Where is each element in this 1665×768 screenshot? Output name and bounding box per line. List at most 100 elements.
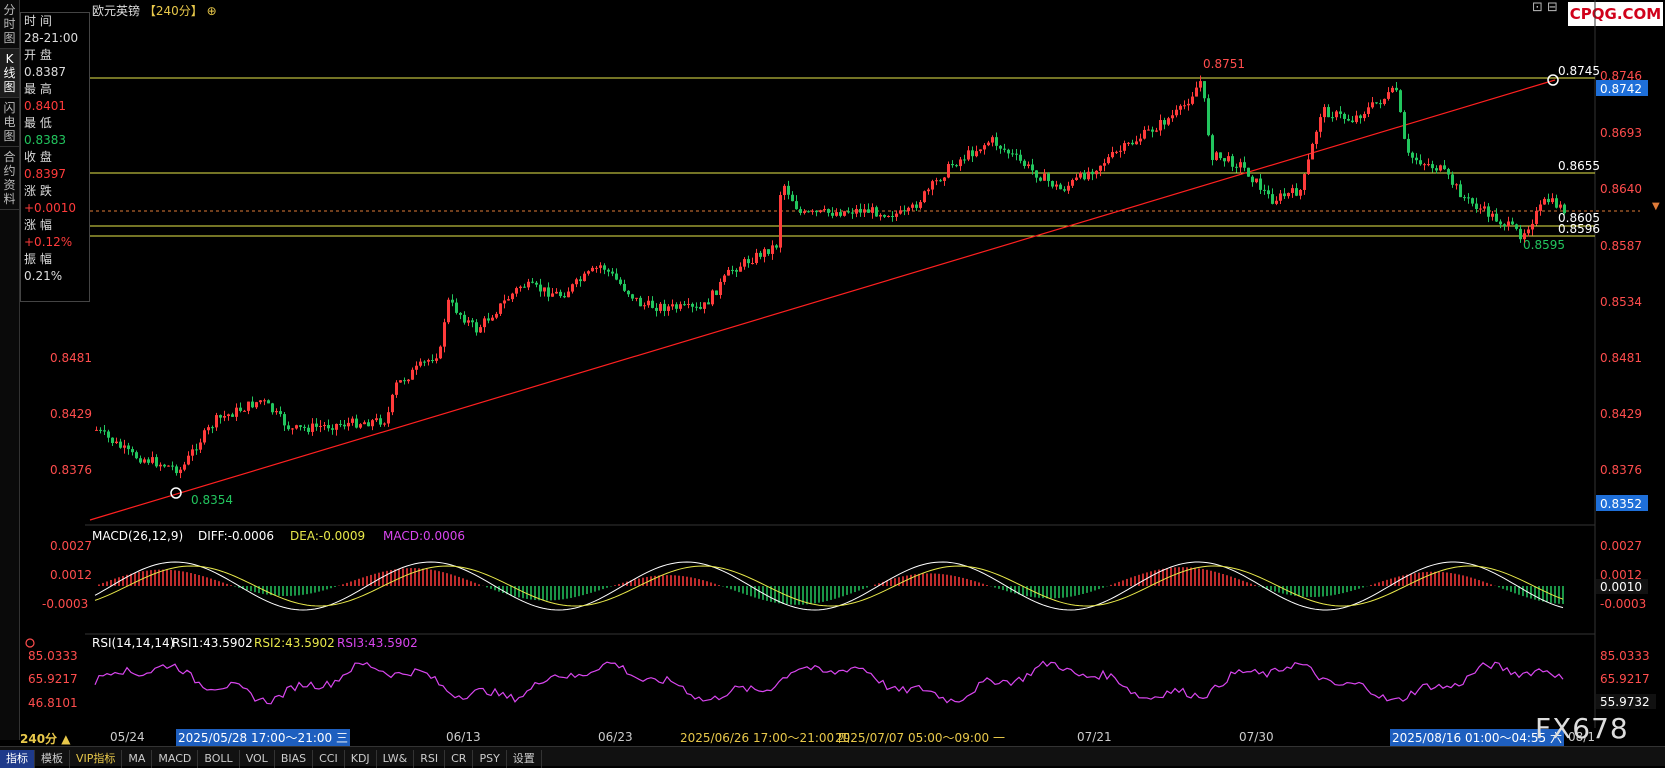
candle-body <box>635 297 638 299</box>
candle-body <box>1107 157 1110 164</box>
candle-body <box>1019 154 1022 161</box>
rsi-title: RSI(14,14,14) <box>92 636 174 650</box>
tab-cr[interactable]: CR <box>445 750 474 768</box>
candle-body <box>895 213 898 217</box>
tab-kdj[interactable]: KDJ <box>345 750 377 768</box>
tab-contract-info[interactable]: 合约资料 <box>0 147 19 210</box>
tab-lw[interactable]: LW& <box>377 750 415 768</box>
tab-settings[interactable]: 设置 <box>507 750 542 768</box>
candle-body <box>519 286 522 289</box>
candle-body <box>543 287 546 292</box>
candle-body <box>1095 170 1098 175</box>
tab-macd[interactable]: MACD <box>152 750 199 768</box>
trend-anchor <box>1547 74 1559 86</box>
candle-body <box>567 291 570 298</box>
rsi-1: RSI1:43.5902 <box>172 636 253 650</box>
candle-body <box>511 293 514 300</box>
period-selector[interactable]: 【240分】 <box>143 4 203 18</box>
candle-body <box>1415 157 1418 161</box>
price-axis: 0.8746 0.8693 0.8640 0.8587 0.8534 0.848… <box>1600 69 1642 477</box>
candle-body <box>755 252 758 264</box>
add-icon[interactable]: ⊕ <box>206 4 217 18</box>
candle-body <box>1447 169 1450 175</box>
candle-body <box>643 305 646 307</box>
tab-vol[interactable]: VOL <box>240 750 275 768</box>
high-value: 0.8401 <box>24 99 66 113</box>
tab-kline-chart[interactable]: K线图 <box>0 49 19 98</box>
macd-histogram <box>98 567 1564 605</box>
close-value: 0.8397 <box>24 167 66 181</box>
rsi-tick: 65.9217 <box>28 672 78 686</box>
candle-body <box>583 273 586 282</box>
tab-boll[interactable]: BOLL <box>198 750 240 768</box>
tab-indicator[interactable]: 指标 <box>0 750 35 768</box>
candle-body <box>407 379 410 382</box>
candle-body <box>131 449 134 453</box>
tab-cci[interactable]: CCI <box>313 750 345 768</box>
candle-body <box>639 297 642 307</box>
candle-body <box>351 418 354 423</box>
candle-body <box>1215 152 1218 160</box>
candle-body <box>867 209 870 213</box>
price-tick: 0.8429 <box>1600 407 1642 421</box>
candle-body <box>303 426 306 428</box>
candle-body <box>1367 107 1370 114</box>
candle-body <box>207 427 210 431</box>
price-tick: 0.8587 <box>1600 239 1642 253</box>
tab-time-chart[interactable]: 分时图 <box>0 0 19 49</box>
candle-body <box>1167 118 1170 125</box>
candle-body <box>1527 229 1530 234</box>
candle-body <box>1131 142 1134 145</box>
candle-body <box>307 427 310 432</box>
candle-body <box>1047 173 1050 182</box>
tab-template[interactable]: 模板 <box>35 750 70 768</box>
candle-body <box>491 317 494 321</box>
bottom-price-badge <box>1596 495 1648 511</box>
candle-body <box>1507 221 1510 227</box>
candle-body <box>1499 221 1502 225</box>
candle-body <box>1487 206 1490 217</box>
candle-body <box>1519 228 1522 240</box>
cursor-date: 2025/05/28 17:00～21:00 三 <box>176 729 350 746</box>
candle-body <box>1119 150 1122 152</box>
candle-body <box>1479 208 1482 210</box>
candle-body <box>1091 171 1094 175</box>
candle-body <box>1279 193 1282 201</box>
tab-flash-chart[interactable]: 闪电图 <box>0 98 19 147</box>
candle-body <box>727 269 730 276</box>
tab-vip-indicator[interactable]: VIP指标 <box>70 750 123 768</box>
candle-body <box>503 300 506 304</box>
rsi-settings-icon <box>25 638 35 648</box>
candle-body <box>1075 177 1078 181</box>
candle-body <box>783 185 786 196</box>
macd-tick: -0.0003 <box>1600 597 1646 611</box>
candle-body <box>671 304 674 307</box>
candle-body <box>715 290 718 295</box>
candle-body <box>1375 102 1378 104</box>
candle-body <box>239 407 242 411</box>
candle-body <box>563 296 566 298</box>
candle-body <box>711 290 714 305</box>
candle-body <box>1063 189 1066 191</box>
candle-body <box>311 423 314 432</box>
candle-body <box>1451 174 1454 185</box>
candle-body <box>1551 198 1554 203</box>
tab-psy[interactable]: PSY <box>473 750 507 768</box>
candle-body <box>1099 165 1102 171</box>
candle-body <box>791 194 794 202</box>
candle-body <box>887 215 890 217</box>
low-value: 0.8383 <box>24 133 66 147</box>
tab-rsi[interactable]: RSI <box>414 750 446 768</box>
tab-ma[interactable]: MA <box>122 750 153 768</box>
cursor-date: 2025/08/16 01:00～04:55 六 <box>1390 729 1564 746</box>
tab-bias[interactable]: BIAS <box>275 750 314 768</box>
cursor-date: 2025/07/07 05:00～09:00 一 <box>835 731 1005 745</box>
candle-body <box>1299 189 1302 196</box>
price-tick: 0.8534 <box>1600 295 1642 309</box>
candle-body <box>395 382 398 395</box>
macd-tick: -0.0003 <box>42 597 88 611</box>
candle-body <box>743 259 746 267</box>
window-controls-icon[interactable]: ⊡ ⊟ <box>1532 0 1558 15</box>
period-indicator[interactable]: 240分 ▲ <box>20 732 71 746</box>
candle-body <box>219 415 222 418</box>
